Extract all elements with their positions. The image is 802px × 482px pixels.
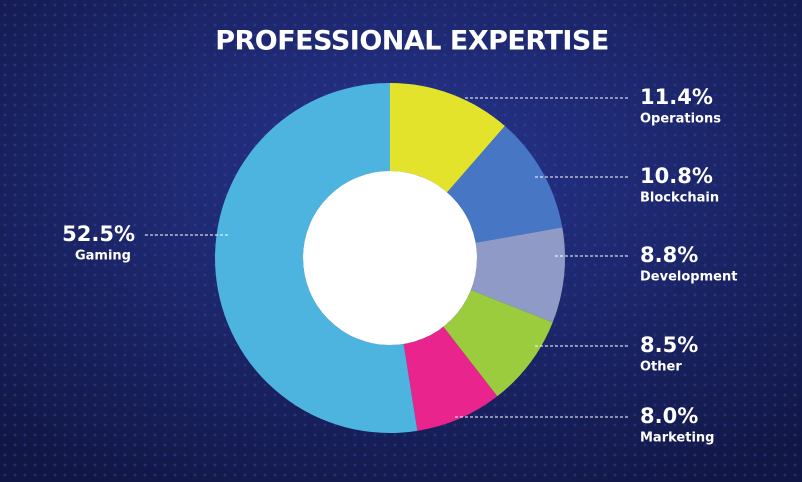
donut-slice [447,126,563,243]
value-label: 11.4% [640,85,713,109]
donut-slice [470,227,566,323]
value-label: 52.5% [62,222,135,246]
category-label: Other [640,360,682,375]
category-label: Operations [640,112,721,127]
category-label: Marketing [640,431,714,446]
category-label: Gaming [75,249,131,264]
category-label: Development [640,270,737,285]
category-label: Blockchain [640,191,719,206]
donut-hole [303,171,477,345]
donut-slice [403,326,498,431]
donut-slice [215,83,418,433]
donut-slice [390,83,505,193]
value-label: 10.8% [640,164,713,188]
chart-title: PROFESSIONAL EXPERTISE [215,26,609,57]
value-label: 8.8% [640,243,698,267]
donut-slice [443,290,553,397]
value-label: 8.5% [640,333,698,357]
value-label: 8.0% [640,404,698,428]
